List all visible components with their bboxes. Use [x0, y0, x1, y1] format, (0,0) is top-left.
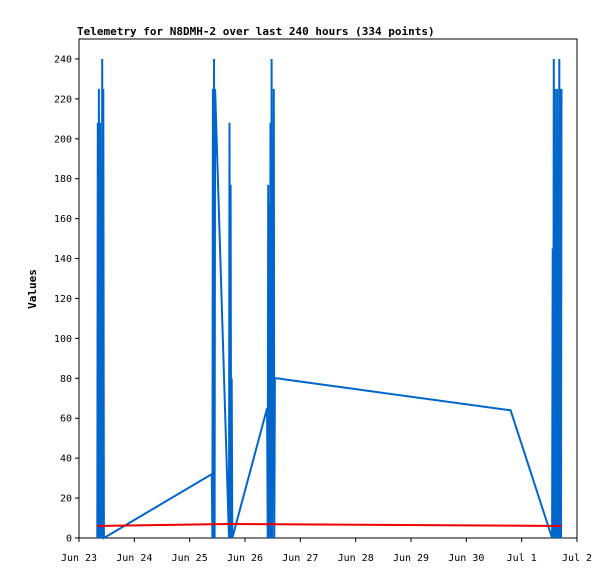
y-tick-label: 80: [60, 374, 72, 385]
y-axis-label: Values: [26, 269, 39, 309]
y-tick-label: 20: [60, 494, 72, 505]
x-axis: Jun 23 Jun 24 Jun 25 Jun 26 Jun 27 Jun 28 Jun …: [61, 538, 592, 564]
y-tick-label: 0: [66, 534, 72, 545]
x-tick-label: Jun 23: [61, 553, 97, 564]
x-tick-label: Jun 28: [338, 553, 374, 564]
y-axis: 0 20 40 60 80 100 120 140 160 180 200 220 240: [54, 54, 79, 545]
x-tick-label: Jun 29: [393, 553, 429, 564]
y-tick-label: 240: [54, 54, 72, 65]
x-tick-label: Jul 1: [507, 553, 537, 564]
series-line-1: [96, 58, 563, 540]
y-tick-label: 160: [54, 214, 72, 225]
x-tick-label: Jun 25: [172, 553, 208, 564]
x-tick-label: Jun 30: [448, 553, 484, 564]
chart-title: Telemetry for N8DMH-2 over last 240 hour…: [77, 25, 435, 38]
x-tick-label: Jun 24: [116, 553, 152, 564]
y-tick-label: 220: [54, 94, 72, 105]
y-tick-label: 180: [54, 174, 72, 185]
y-tick-label: 120: [54, 294, 72, 305]
y-tick-label: 60: [60, 414, 72, 425]
y-tick-label: 100: [54, 334, 72, 345]
y-tick-label: 40: [60, 454, 72, 465]
y-tick-label: 200: [54, 134, 72, 145]
x-tick-label: Jun 27: [282, 553, 318, 564]
y-tick-label: 140: [54, 254, 72, 265]
series-layer: [96, 58, 563, 540]
x-tick-label: Jul 2: [562, 553, 592, 564]
x-tick-label: Jun 26: [227, 553, 263, 564]
plot-frame: [78, 38, 578, 539]
series-line-2: [97, 522, 562, 527]
